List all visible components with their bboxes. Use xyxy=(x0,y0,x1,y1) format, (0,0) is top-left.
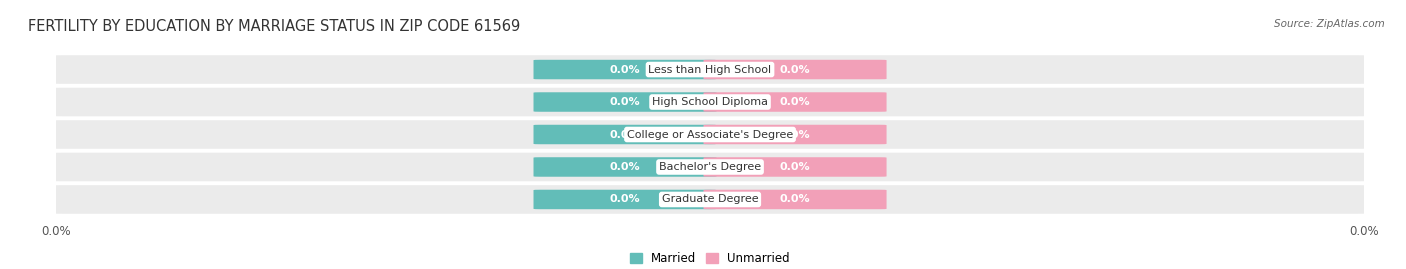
Text: Graduate Degree: Graduate Degree xyxy=(662,194,758,204)
Text: 0.0%: 0.0% xyxy=(610,97,640,107)
FancyBboxPatch shape xyxy=(533,157,717,177)
Text: 0.0%: 0.0% xyxy=(780,162,810,172)
FancyBboxPatch shape xyxy=(533,125,717,144)
Text: 0.0%: 0.0% xyxy=(780,97,810,107)
Text: 0.0%: 0.0% xyxy=(610,194,640,204)
FancyBboxPatch shape xyxy=(703,92,887,112)
Text: Bachelor's Degree: Bachelor's Degree xyxy=(659,162,761,172)
Text: FERTILITY BY EDUCATION BY MARRIAGE STATUS IN ZIP CODE 61569: FERTILITY BY EDUCATION BY MARRIAGE STATU… xyxy=(28,19,520,34)
FancyBboxPatch shape xyxy=(533,60,717,79)
FancyBboxPatch shape xyxy=(703,190,887,209)
Text: 0.0%: 0.0% xyxy=(780,194,810,204)
FancyBboxPatch shape xyxy=(49,153,1371,181)
Text: 0.0%: 0.0% xyxy=(610,65,640,75)
Text: Source: ZipAtlas.com: Source: ZipAtlas.com xyxy=(1274,19,1385,29)
Text: College or Associate's Degree: College or Associate's Degree xyxy=(627,129,793,140)
Text: 0.0%: 0.0% xyxy=(610,162,640,172)
Text: 0.0%: 0.0% xyxy=(780,65,810,75)
Text: 0.0%: 0.0% xyxy=(610,129,640,140)
FancyBboxPatch shape xyxy=(703,157,887,177)
Text: 0.0%: 0.0% xyxy=(780,129,810,140)
FancyBboxPatch shape xyxy=(533,190,717,209)
Text: Less than High School: Less than High School xyxy=(648,65,772,75)
Text: High School Diploma: High School Diploma xyxy=(652,97,768,107)
FancyBboxPatch shape xyxy=(533,92,717,112)
FancyBboxPatch shape xyxy=(49,88,1371,116)
FancyBboxPatch shape xyxy=(703,125,887,144)
FancyBboxPatch shape xyxy=(703,60,887,79)
Legend: Married, Unmarried: Married, Unmarried xyxy=(626,247,794,269)
FancyBboxPatch shape xyxy=(49,120,1371,149)
FancyBboxPatch shape xyxy=(49,55,1371,84)
FancyBboxPatch shape xyxy=(49,185,1371,214)
